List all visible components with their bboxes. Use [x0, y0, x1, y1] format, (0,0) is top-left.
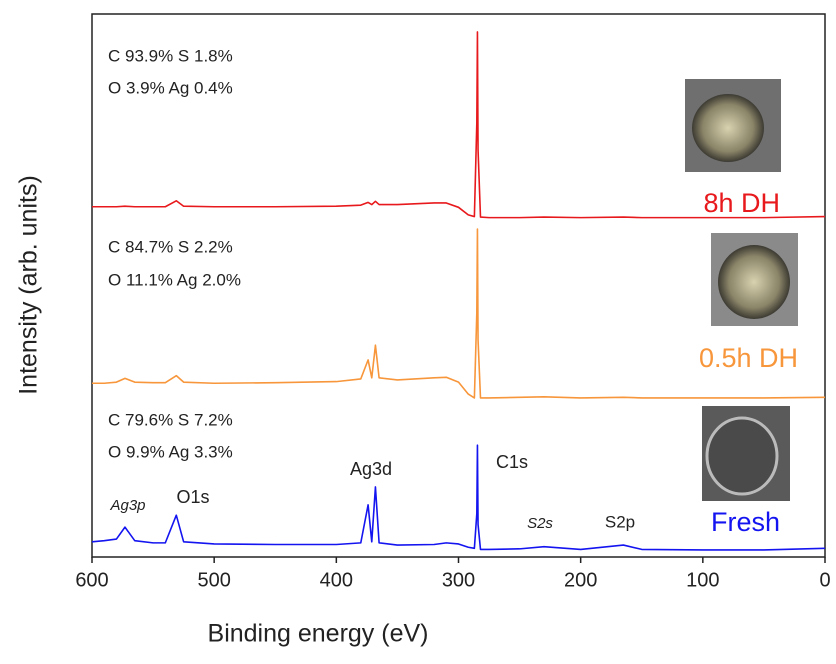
- spectrum-line: [92, 31, 826, 219]
- composition-label: C 84.7% S 2.2%: [108, 237, 233, 256]
- composition-label: C 93.9% S 1.8%: [108, 46, 233, 65]
- peak-label: C1s: [496, 452, 528, 472]
- series-label: Fresh: [711, 507, 780, 537]
- peak-label: Ag3p: [109, 497, 145, 514]
- peak-label: O1s: [176, 487, 209, 507]
- spectrum-line: [91, 444, 826, 551]
- x-tick-label: 200: [564, 569, 597, 591]
- peak-label: S2p: [605, 512, 635, 531]
- x-axis-title: Binding energy (eV): [208, 620, 429, 648]
- y-axis-title: Intensity (arb. units): [15, 175, 43, 395]
- spectrum-line: [92, 228, 826, 399]
- composition-label: O 3.9% Ag 0.4%: [108, 78, 233, 97]
- x-tick-label: 300: [442, 569, 475, 591]
- peak-label: Ag3d: [350, 459, 392, 479]
- photo: [711, 233, 798, 326]
- series-label: 8h DH: [703, 188, 780, 218]
- x-tick-label: 0: [819, 569, 830, 591]
- x-tick-label: 600: [75, 569, 108, 591]
- photo: [685, 79, 781, 172]
- x-tick-label: 500: [197, 569, 230, 591]
- composition-label: O 9.9% Ag 3.3%: [108, 442, 233, 461]
- x-tick-label: 400: [320, 569, 353, 591]
- photo: [702, 406, 790, 501]
- peak-label: S2s: [527, 515, 553, 532]
- composition-label: O 11.1% Ag 2.0%: [108, 270, 241, 289]
- series-label: 0.5h DH: [699, 343, 798, 373]
- x-tick-label: 100: [686, 569, 719, 591]
- composition-label: C 79.6% S 7.2%: [108, 410, 233, 429]
